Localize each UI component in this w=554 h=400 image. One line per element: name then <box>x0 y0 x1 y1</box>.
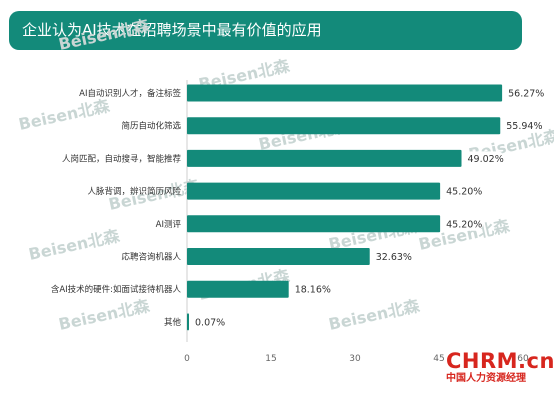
value-label-bg <box>192 314 226 329</box>
x-tick-label: 60 <box>517 354 529 364</box>
x-tick-label: 0 <box>184 354 190 364</box>
value-label: 45.20% <box>446 219 482 230</box>
bar <box>187 248 370 265</box>
watermark-text: Beisen北森 <box>17 96 112 134</box>
value-label-bg <box>372 249 413 264</box>
watermark-text: Beisen北森 <box>27 226 122 264</box>
value-label: 45.20% <box>446 187 482 198</box>
bar <box>187 117 501 135</box>
value-label: 32.63% <box>376 252 412 263</box>
bar <box>187 84 503 102</box>
value-label-bg <box>291 282 332 297</box>
value-label-bg <box>464 151 505 166</box>
value-label: 49.02% <box>468 154 504 165</box>
watermark-text: Beisen北森 <box>327 296 422 334</box>
watermark-text: Beisen北森 <box>57 296 152 334</box>
category-label: 応聘咨询机器人 <box>121 252 181 263</box>
category-label: AI自动识别人才，备注标签 <box>79 88 181 99</box>
value-label: 55.94% <box>506 121 542 132</box>
x-tick-label: 45 <box>433 354 444 364</box>
watermark-text: Beisen北森 <box>57 16 152 54</box>
bar <box>187 313 189 331</box>
x-tick-label: 15 <box>265 354 276 364</box>
value-label-bg <box>443 216 484 231</box>
category-label: 人岗匹配，自动搜寻，智能推荐 <box>62 153 182 164</box>
chrm-logo: CHRM.cn 中国人力资源经理 <box>446 349 554 396</box>
bar <box>187 215 441 233</box>
value-label: 18.16% <box>295 285 331 296</box>
category-label: 简历自动化筛选 <box>121 121 181 132</box>
logo-main-text: CHRM.cn <box>446 349 554 373</box>
value-label: 0.07% <box>195 317 225 328</box>
value-label: 56.27% <box>508 89 544 100</box>
chart-title: 企业认为AI技术在招聘场景中最有价值的应用 <box>9 11 522 50</box>
category-label: AI测评 <box>156 220 182 230</box>
category-label: 含AI技术的硬件:如面试接待机器人 <box>51 284 182 295</box>
category-label: 人脉背调，辨识简历风险 <box>87 186 181 197</box>
bar <box>187 182 441 200</box>
value-label-bg <box>443 184 484 199</box>
bar <box>187 149 462 167</box>
x-tick-label: 30 <box>349 354 361 364</box>
logo-sub-text: 中国人力资源经理 <box>446 373 526 384</box>
value-label-bg <box>505 86 546 100</box>
bar <box>187 280 289 298</box>
category-label: 其他 <box>164 317 182 328</box>
value-label-bg <box>503 118 544 133</box>
